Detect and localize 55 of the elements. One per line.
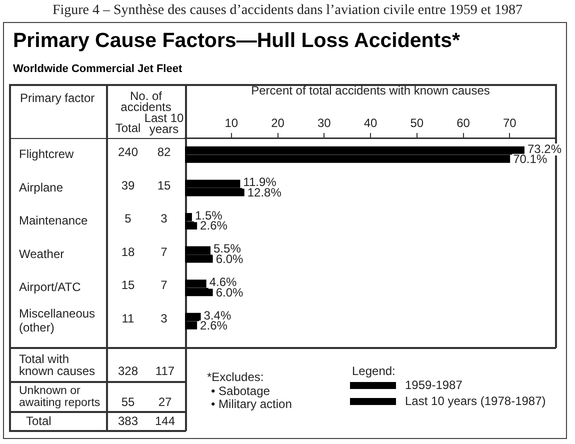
data-label: 70.1%: [513, 152, 548, 166]
text: 7: [160, 278, 168, 292]
text: 3: [160, 212, 168, 226]
y-tick-label: Airport/ATC: [19, 280, 82, 294]
text: 328: [116, 364, 140, 378]
x-tick-label: 20: [271, 116, 285, 130]
text: 39: [121, 178, 135, 192]
text: 3: [160, 311, 168, 326]
text: 5: [124, 212, 132, 226]
text: 82: [157, 144, 171, 159]
data-label: 4.6%: [209, 275, 238, 289]
x-tick-label: 60: [456, 116, 470, 130]
caption: Figure 4 – Synthèse des causes d’accidents dans l’aviation civile entre 1959 et 1987: [51, 3, 524, 18]
text: 15: [157, 178, 171, 192]
text: *Excludes:: [207, 370, 264, 384]
y-tick-label: Flightcrew: [19, 146, 74, 161]
y-tick-label: Weather: [19, 246, 64, 261]
text: • Military action: [211, 397, 292, 411]
legend-label: 1959-1987: [405, 378, 462, 392]
data-label: 11.9%: [243, 175, 277, 190]
x-tick-label: 70: [502, 116, 517, 130]
x-tick-label: 10: [224, 116, 238, 130]
text: 7: [160, 244, 168, 259]
y-tick-label: Airplane: [19, 180, 64, 194]
chart-subtitle: Worldwide Commercial Jet Fleet: [13, 63, 182, 75]
text: Total: [114, 121, 142, 135]
y-axis-title: Primary factor: [20, 91, 95, 105]
x-tick-label: 40: [364, 116, 378, 130]
text: 240: [118, 144, 138, 159]
text: Unknown or awaiting reports: [19, 385, 102, 409]
data-label: 2.6%: [200, 318, 228, 333]
y-tick-label: Miscellaneous (other): [19, 306, 96, 335]
text: 144: [154, 414, 176, 428]
text: • Sabotage: [211, 384, 270, 398]
text: 27: [157, 395, 173, 409]
text: Total: [26, 414, 52, 428]
text: No. of accidents: [120, 89, 172, 114]
x-tick-label: 50: [410, 116, 424, 130]
data-label: 5.5%: [214, 242, 242, 256]
text: 11: [122, 311, 135, 326]
text: Total with known causes: [19, 352, 96, 378]
text: 117: [154, 364, 176, 378]
text: 15: [121, 278, 135, 292]
legend-title: Legend:: [352, 364, 396, 378]
text: 18: [121, 244, 135, 259]
data-label: 73.2%: [527, 142, 562, 156]
y-tick-label: Maintenance: [19, 214, 88, 228]
x-axis-title: Percent of total accidents with known causes: [251, 84, 490, 98]
x-tick-label: 30: [317, 116, 332, 130]
legend-label: Last 10 years (1978-1987): [405, 394, 546, 408]
chart-title: Primary Cause Factors—Hull Loss Accidents*: [13, 29, 460, 52]
text: 55: [120, 395, 136, 409]
text: 383: [116, 414, 140, 428]
text: Last 10 years: [144, 111, 184, 136]
data-label: 1.5%: [194, 208, 223, 222]
